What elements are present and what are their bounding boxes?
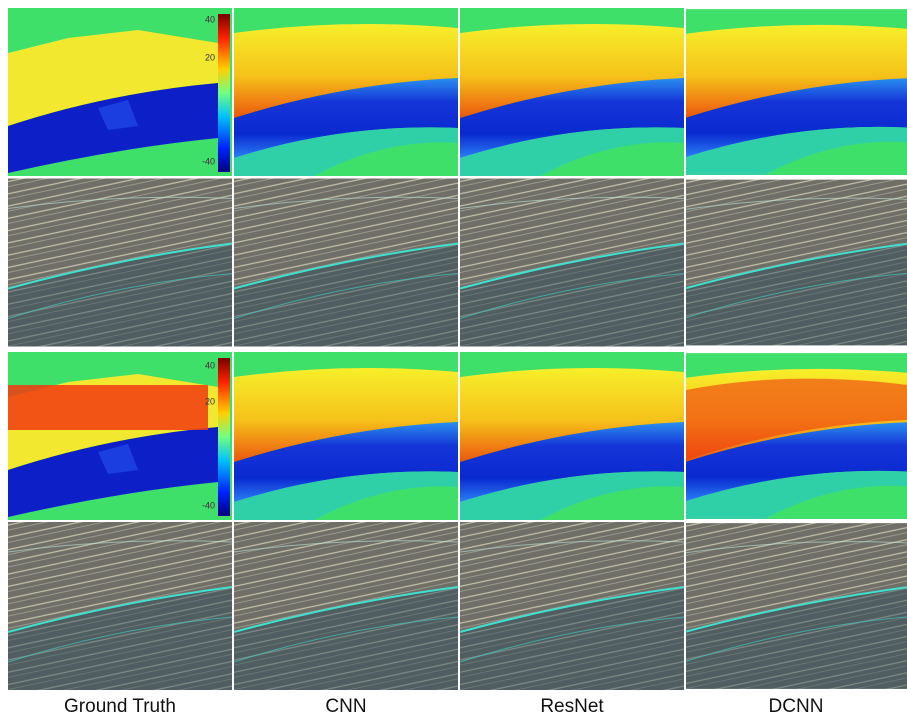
row-4 xyxy=(8,522,907,690)
region xyxy=(8,385,208,430)
colorbar xyxy=(218,358,230,516)
colorbar-tick: 40 xyxy=(205,360,215,370)
column-label: DCNN xyxy=(769,696,824,717)
texture xyxy=(460,179,684,347)
column-label: ResNet xyxy=(540,696,604,717)
cnn-map xyxy=(234,8,458,176)
colorbar-tick: 20 xyxy=(205,396,215,406)
row-1: 40 20 -40 xyxy=(8,8,907,176)
column-label: Ground Truth xyxy=(64,696,176,717)
colorbar-tick: -40 xyxy=(202,156,215,166)
texture xyxy=(8,179,232,347)
column-labels: Ground Truth CNN ResNet DCNN xyxy=(64,696,823,717)
texture xyxy=(8,522,232,690)
column-label: CNN xyxy=(325,696,366,717)
colorbar-tick: 20 xyxy=(205,52,215,62)
resnet-map xyxy=(460,8,684,176)
resnet-map xyxy=(460,352,684,520)
texture xyxy=(234,522,458,690)
texture xyxy=(686,180,907,346)
dcnn-map xyxy=(686,9,907,175)
figure: 40 20 -40 40 20 -40 Ground Truth CNN Res… xyxy=(0,0,907,724)
texture xyxy=(460,522,684,690)
colorbar xyxy=(218,14,230,172)
texture xyxy=(234,179,458,347)
row-3: 40 20 -40 xyxy=(8,352,907,520)
colorbar-tick: 40 xyxy=(205,14,215,24)
row-2 xyxy=(8,179,907,347)
cnn-map xyxy=(234,352,458,520)
ground-truth-map xyxy=(8,8,232,176)
ground-truth-map xyxy=(8,352,232,520)
colorbar-tick: -40 xyxy=(202,500,215,510)
texture xyxy=(686,523,907,689)
